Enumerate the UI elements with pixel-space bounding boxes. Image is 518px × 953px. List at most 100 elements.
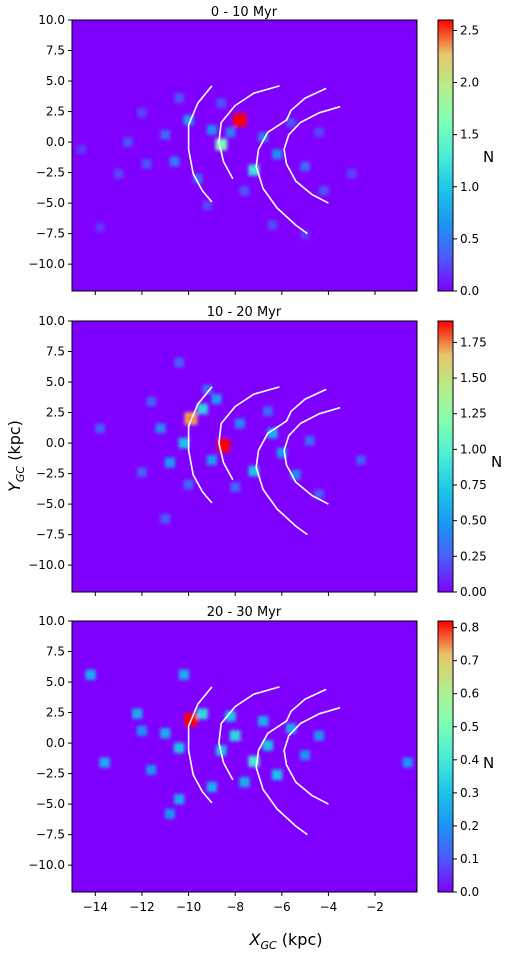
hotspot xyxy=(137,467,147,478)
y-tick-label: 5.0 xyxy=(46,675,65,689)
panel-0-colorbar xyxy=(437,19,454,292)
hotspot xyxy=(300,161,310,172)
x-axis-label-main: X xyxy=(249,930,262,949)
hotspot xyxy=(211,394,222,405)
hotspot xyxy=(178,437,190,449)
hotspot xyxy=(225,127,236,138)
hotspot xyxy=(76,144,86,155)
panel-2-title: 20 - 30 Myr xyxy=(207,605,282,620)
spiral-arm-4 xyxy=(283,105,341,204)
panel-1-colorbar xyxy=(437,320,454,593)
y-tick-label: −5.0 xyxy=(36,196,65,210)
hotspot xyxy=(258,132,269,143)
panel-0-title: 0 - 10 Myr xyxy=(211,5,278,20)
hotspot xyxy=(178,669,190,680)
hotspot xyxy=(262,406,273,417)
hotspot xyxy=(300,750,311,761)
hotspot xyxy=(300,230,310,240)
colorbar-tick-label: 0.5 xyxy=(460,720,479,734)
spiral-arm-4 xyxy=(283,706,341,805)
hotspot xyxy=(132,708,143,719)
y-axis-label: YGC (kpc) xyxy=(5,420,27,492)
colorbar-tick-label: 0.00 xyxy=(460,585,487,599)
colorbar-tick-label: 1.5 xyxy=(460,128,479,142)
panel-1-colorbar-ticks: 0.00 0.25 0.50 0.75 1.00 1.25 1.50 1.75 xyxy=(453,335,487,599)
spiral-arm-2 xyxy=(218,686,280,781)
y-tick-label: 0.0 xyxy=(46,436,65,450)
hotspot xyxy=(304,435,315,446)
colorbar-tick-label: 1.25 xyxy=(460,407,487,421)
hotspot xyxy=(197,708,208,720)
hotspot xyxy=(99,757,110,768)
hotspot xyxy=(123,137,133,147)
colorbar-tick-label: 0.1 xyxy=(460,852,479,866)
y-tick-label: 7.5 xyxy=(46,44,65,58)
spiral-arm-3 xyxy=(255,87,327,235)
hotspot xyxy=(85,669,96,680)
hotspot xyxy=(183,115,194,126)
y-tick-label: 7.5 xyxy=(46,345,65,359)
hotspot xyxy=(164,808,175,819)
y-axis-label-main: Y xyxy=(5,481,24,492)
hotspot xyxy=(267,428,278,439)
hotspot xyxy=(173,742,185,754)
panel-0-yticks: 10.0 7.5 5.0 2.5 0.0 −2.5 −5.0 −7.5 −10.0 xyxy=(28,13,72,271)
panel-2-heatmap-background xyxy=(72,621,417,892)
colorbar-tick-label: 0.0 xyxy=(460,885,479,899)
hotspot xyxy=(136,725,147,736)
hotspot xyxy=(230,482,240,492)
hotspot xyxy=(248,164,260,176)
hotspot xyxy=(286,723,297,734)
y-tick-label: −5.0 xyxy=(36,797,65,811)
x-tick-label: −2 xyxy=(366,900,384,914)
hotspot xyxy=(319,186,329,196)
y-tick-label: 7.5 xyxy=(46,645,65,659)
x-axis-label-unit: (kpc) xyxy=(277,930,323,949)
x-tick-label: −10 xyxy=(176,900,201,914)
hotspot xyxy=(174,93,184,103)
panel-2-frame xyxy=(71,620,418,893)
hotspot xyxy=(137,108,147,118)
panel-0-spiral-arms xyxy=(187,85,341,235)
y-tick-label: 0.0 xyxy=(46,736,65,750)
panel-0-hotspots xyxy=(76,93,357,240)
hotspot xyxy=(174,794,185,805)
hotspot xyxy=(248,755,260,767)
spiral-arm-3 xyxy=(255,688,327,836)
x-tick-label: −4 xyxy=(320,900,338,914)
panel-1-hotspots xyxy=(95,357,366,524)
panel-1-spiral-arms xyxy=(187,386,341,536)
spiral-arm-2 xyxy=(218,85,280,180)
panel-1-frame xyxy=(71,320,418,593)
panel-1-xticks xyxy=(94,592,376,596)
colorbar-tick-label: 0.3 xyxy=(460,786,479,800)
panel-1: 10 - 20 Myr 10.0 7.5 5.0 2.5 0.0 −2.5 −5.0 −7.5… xyxy=(28,305,502,599)
panel-2-colorbar-label: N xyxy=(483,754,494,772)
hotspot xyxy=(314,127,324,137)
y-tick-label: 10.0 xyxy=(38,314,65,328)
hotspot xyxy=(174,357,184,368)
hotspot xyxy=(146,764,157,775)
colorbar-tick-label: 1.50 xyxy=(460,371,487,385)
spiral-arm-1 xyxy=(187,85,213,203)
colorbar-tick-label: 0.6 xyxy=(460,687,479,701)
hotspot xyxy=(183,479,194,490)
colorbar-tick-label: 1.00 xyxy=(460,442,487,456)
hotspot xyxy=(216,98,226,108)
colorbar-tick-label: 0.75 xyxy=(460,478,487,492)
y-tick-label: 10.0 xyxy=(38,614,65,628)
hotspot xyxy=(262,740,274,751)
hotspot xyxy=(197,403,208,415)
hotspot xyxy=(169,156,180,167)
hotspot xyxy=(314,730,325,741)
hotspot xyxy=(272,149,283,160)
hotspot xyxy=(155,423,166,434)
spiral-arm-4 xyxy=(283,406,341,505)
hotspot-peak xyxy=(237,118,242,123)
panel-0: 0 - 10 Myr 10.0 7.5 5.0 2.5 0.0 −2.5 −5.0 −7.5 −… xyxy=(28,5,494,298)
y-axis-label-unit: (kpc) xyxy=(5,420,24,466)
y-tick-label: 2.5 xyxy=(46,406,65,420)
y-tick-label: 10.0 xyxy=(38,13,65,27)
hotspot xyxy=(356,455,366,465)
hotspot xyxy=(206,455,217,466)
